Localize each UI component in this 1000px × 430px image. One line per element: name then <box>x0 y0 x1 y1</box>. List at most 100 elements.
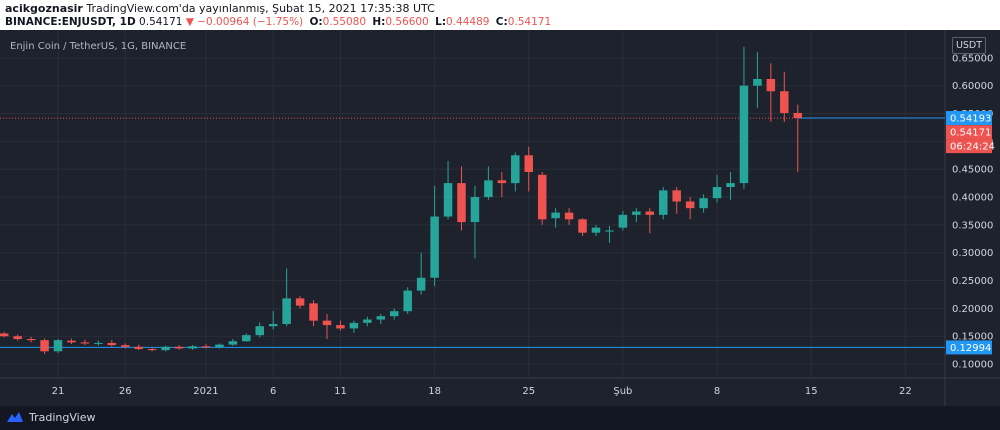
y-tick-label: 0.35000 <box>952 220 993 231</box>
candle-up <box>228 341 238 345</box>
price-label: 0.54171 <box>950 128 991 139</box>
candle-up <box>632 211 641 215</box>
publish-date: TradingView.com'da yayınlanmış, Şubat 15… <box>86 2 435 15</box>
y-tick-label: 0.60000 <box>952 81 993 92</box>
candle-down <box>793 112 802 118</box>
ohlc-legend: BINANCE:ENJUSDT, 1D 0.54171 ▼ −0.00964 (… <box>5 16 551 28</box>
y-tick-label: 0.10000 <box>952 360 993 371</box>
candle-up <box>94 342 103 344</box>
candle-up <box>726 183 735 188</box>
price-label-bg <box>946 111 992 126</box>
candle-up <box>242 335 251 342</box>
tradingview-logo-icon <box>7 412 23 422</box>
candle-up <box>511 155 520 184</box>
open-label: O: <box>309 16 323 28</box>
chart-area[interactable] <box>0 30 1000 406</box>
candle-up <box>349 322 359 329</box>
candle-down <box>40 340 49 352</box>
candle-up <box>376 316 386 320</box>
candle-down <box>780 91 789 113</box>
x-tick-label: 26 <box>119 386 132 397</box>
candle-down <box>524 155 533 172</box>
y-tick-label: 0.40000 <box>952 193 993 204</box>
candle-down <box>309 303 318 321</box>
candle-down <box>121 345 130 347</box>
candle-down <box>80 342 90 344</box>
candle-up <box>712 187 722 199</box>
candle-up <box>403 290 412 312</box>
candle-up <box>659 190 668 215</box>
publish-info: acikgoznasir TradingView.com'da yayınlan… <box>5 2 435 15</box>
y-tick-label: 0.45000 <box>952 165 993 176</box>
close-value: 0.54171 <box>507 16 552 28</box>
x-tick-label: 22 <box>899 386 912 397</box>
candle-down <box>0 333 9 337</box>
candle-up <box>215 344 224 348</box>
x-tick-label: 6 <box>270 386 276 397</box>
candle-down <box>564 212 574 220</box>
price-label: 0.12994 <box>950 343 991 354</box>
candle-up <box>753 78 762 86</box>
high-value: 0.56600 <box>385 16 429 28</box>
candle-down <box>457 183 466 223</box>
chart-title: Enjin Coin / TetherUS, 1G, BINANCE <box>10 41 187 52</box>
candle-up <box>430 216 439 278</box>
candle-up <box>605 230 614 232</box>
candle-up <box>591 227 601 233</box>
candle-up <box>551 212 560 219</box>
candlestick-chart[interactable]: 0.10000 0.15000 0.20000 0.25000 0.30000 0.350… <box>0 30 1000 406</box>
candle-down <box>295 298 305 306</box>
price-label: 0.54193 <box>950 114 991 125</box>
price-label-bg <box>946 340 992 355</box>
candle-down <box>322 320 332 326</box>
x-tick-label: 18 <box>428 386 441 397</box>
author-name[interactable]: acikgoznasir <box>5 2 83 15</box>
price-label-bg <box>946 139 992 154</box>
candle-up <box>739 85 749 184</box>
candle-up <box>53 340 63 352</box>
tradingview-logo[interactable]: TradingView <box>6 410 95 424</box>
candle-down <box>174 346 184 349</box>
y-tick-label: 0.65000 <box>952 53 993 64</box>
low-label: L: <box>435 16 447 28</box>
x-tick-label: 8 <box>714 386 720 397</box>
candle-up <box>282 298 291 324</box>
last-price: 0.54171 <box>139 16 183 28</box>
candle-down <box>147 349 157 351</box>
candle-down <box>13 336 22 340</box>
candle-up <box>443 183 453 217</box>
y-tick-label: 0.25000 <box>952 276 993 287</box>
candle-up <box>188 346 197 349</box>
y-tick-label: 0.15000 <box>952 332 993 343</box>
x-tick-label: 25 <box>522 386 535 397</box>
high-label: H: <box>372 16 386 28</box>
candle-up <box>255 326 264 336</box>
open-value: 0.55080 <box>322 16 367 28</box>
x-tick-label: 11 <box>334 386 347 397</box>
candle-up <box>268 323 278 327</box>
tradingview-brand: TradingView <box>29 410 96 424</box>
currency-selector[interactable]: USDT <box>952 37 986 54</box>
candle-up <box>470 197 480 223</box>
x-tick-label: 15 <box>805 386 818 397</box>
candle-down <box>336 325 345 329</box>
candle-down <box>672 190 681 202</box>
candle-down <box>67 340 76 343</box>
publish-header: acikgoznasir TradingView.com'da yayınlan… <box>0 0 1000 30</box>
price-change: −0.00964 (−1.75%) <box>197 16 304 28</box>
candle-down <box>107 342 117 346</box>
candle-up <box>363 319 372 323</box>
close-label: C: <box>495 16 508 28</box>
footer: TradingView <box>0 406 1000 430</box>
down-arrow-icon: ▼ <box>185 16 194 28</box>
candle-up <box>618 214 628 228</box>
candle-down <box>766 78 776 92</box>
candle-up <box>699 198 708 209</box>
low-value: 0.44489 <box>446 16 490 28</box>
y-tick-label: 0.30000 <box>952 248 993 259</box>
candle-up <box>390 311 399 317</box>
candle-up <box>484 180 493 198</box>
candle-down <box>578 219 587 233</box>
price-label: 06:24:24 <box>950 142 995 153</box>
x-tick-label: 2021 <box>193 386 218 397</box>
